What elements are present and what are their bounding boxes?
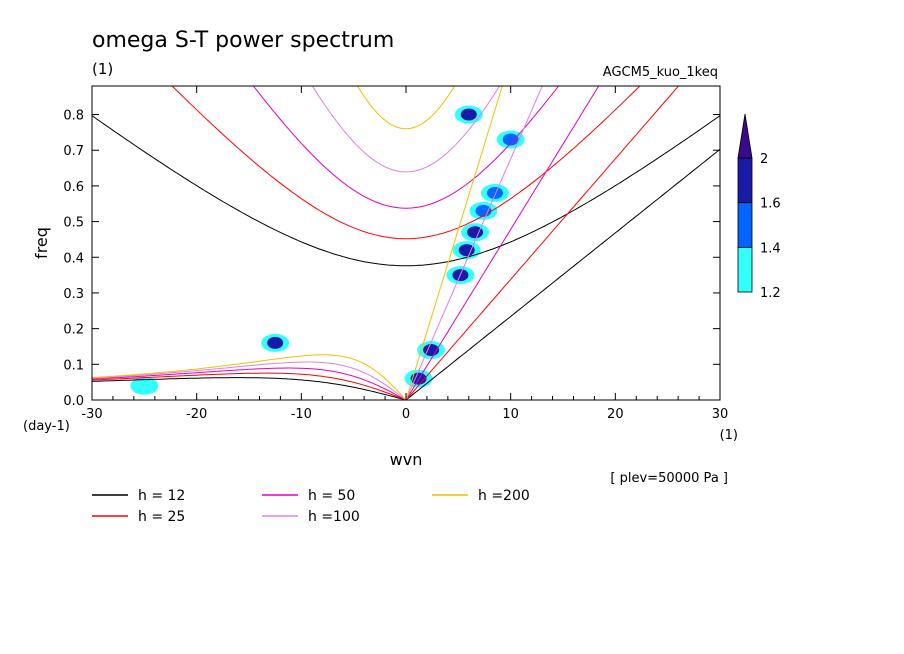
curve-inertia-gravity-h12 <box>92 115 720 267</box>
y-tick-label: 0.2 <box>63 323 84 338</box>
curve-kelvin-h50 <box>405 86 600 400</box>
y-axis-label: freq <box>32 227 51 259</box>
x-tick-label: 20 <box>607 407 624 422</box>
y-tick-label: 0.1 <box>63 358 84 373</box>
power-patch-core-3 <box>475 204 492 217</box>
level-note: [ plev=50000 Pa ] <box>610 471 728 486</box>
power-patch-core-5 <box>460 108 477 121</box>
power-patch-core-2 <box>467 226 484 239</box>
legend-label: h =100 <box>308 509 360 525</box>
curve-rossby-h50 <box>92 367 407 400</box>
power-patch-core-9 <box>502 133 519 146</box>
chart-subtitle: (1) <box>92 60 113 78</box>
y-axis-unit: (day-1) <box>23 419 70 434</box>
run-label: AGCM5_kuo_1keq <box>603 65 718 80</box>
power-patch-core-8 <box>267 336 284 349</box>
y-tick-label: 0.5 <box>63 216 84 231</box>
dispersion-curves <box>92 86 720 400</box>
legend: h = 12 h = 25 h = 50 h =100 h =200 <box>92 488 530 525</box>
legend-label: h =200 <box>478 488 530 504</box>
power-patch-10 <box>130 376 159 395</box>
x-tick-label: 10 <box>502 407 519 422</box>
y-tick-label: 0.4 <box>63 251 84 266</box>
legend-label: h = 50 <box>308 488 355 504</box>
colorbar: 1.2 1.4 1.6 2 <box>737 113 781 301</box>
y-tick-label: 0.6 <box>63 180 84 195</box>
power-patch-core-1 <box>458 244 475 257</box>
plot-background <box>92 86 720 400</box>
y-tick-label: 0.3 <box>63 287 84 302</box>
curve-rossby-h25 <box>92 372 407 400</box>
y-tick-label: 0.0 <box>63 394 84 409</box>
colorbar-extend-arrow <box>737 113 753 159</box>
colorbar-label: 1.4 <box>760 241 781 256</box>
axis-ticks: -30 -20 -10 0 10 20 30 0.0 0.1 0.2 0.3 0.4 0.5 0.6 0.7… <box>63 86 728 422</box>
curve-rossby-h200 <box>92 354 407 400</box>
curve-inertia-gravity-h25 <box>171 86 641 240</box>
x-tick-label: -30 <box>81 407 102 422</box>
y-tick-label: 0.8 <box>63 109 84 124</box>
curve-kelvin-h100 <box>405 86 543 400</box>
legend-label: h = 12 <box>138 488 185 504</box>
x-axis-label: wvn <box>390 450 423 469</box>
curve-inertia-gravity-h100 <box>311 86 501 173</box>
colorbar-segment <box>737 202 753 248</box>
legend-label: h = 25 <box>138 509 185 525</box>
x-tick-label: -10 <box>291 407 312 422</box>
colorbar-segment <box>737 246 753 293</box>
curve-rossby-h12 <box>92 377 407 400</box>
x-tick-label: 30 <box>712 407 729 422</box>
y-tick-label: 0.7 <box>63 144 84 159</box>
x-tick-label: 0 <box>402 407 410 422</box>
curve-kelvin-h25 <box>405 86 680 400</box>
x-axis-unit: (1) <box>720 428 738 443</box>
colorbar-label: 1.6 <box>760 197 781 212</box>
curve-inertia-gravity-h50 <box>252 86 560 209</box>
x-tick-label: -20 <box>186 407 207 422</box>
chart-title: omega S-T power spectrum <box>92 28 394 53</box>
curve-kelvin-h200 <box>405 86 503 400</box>
power-patch-core-4 <box>486 187 503 200</box>
curve-kelvin-h12 <box>405 148 720 400</box>
colorbar-label: 2 <box>760 152 768 167</box>
colorbar-label: 1.2 <box>760 286 781 301</box>
colorbar-segment <box>737 157 753 204</box>
curve-rossby-h100 <box>92 361 407 400</box>
curve-inertia-gravity-h200 <box>356 86 456 130</box>
